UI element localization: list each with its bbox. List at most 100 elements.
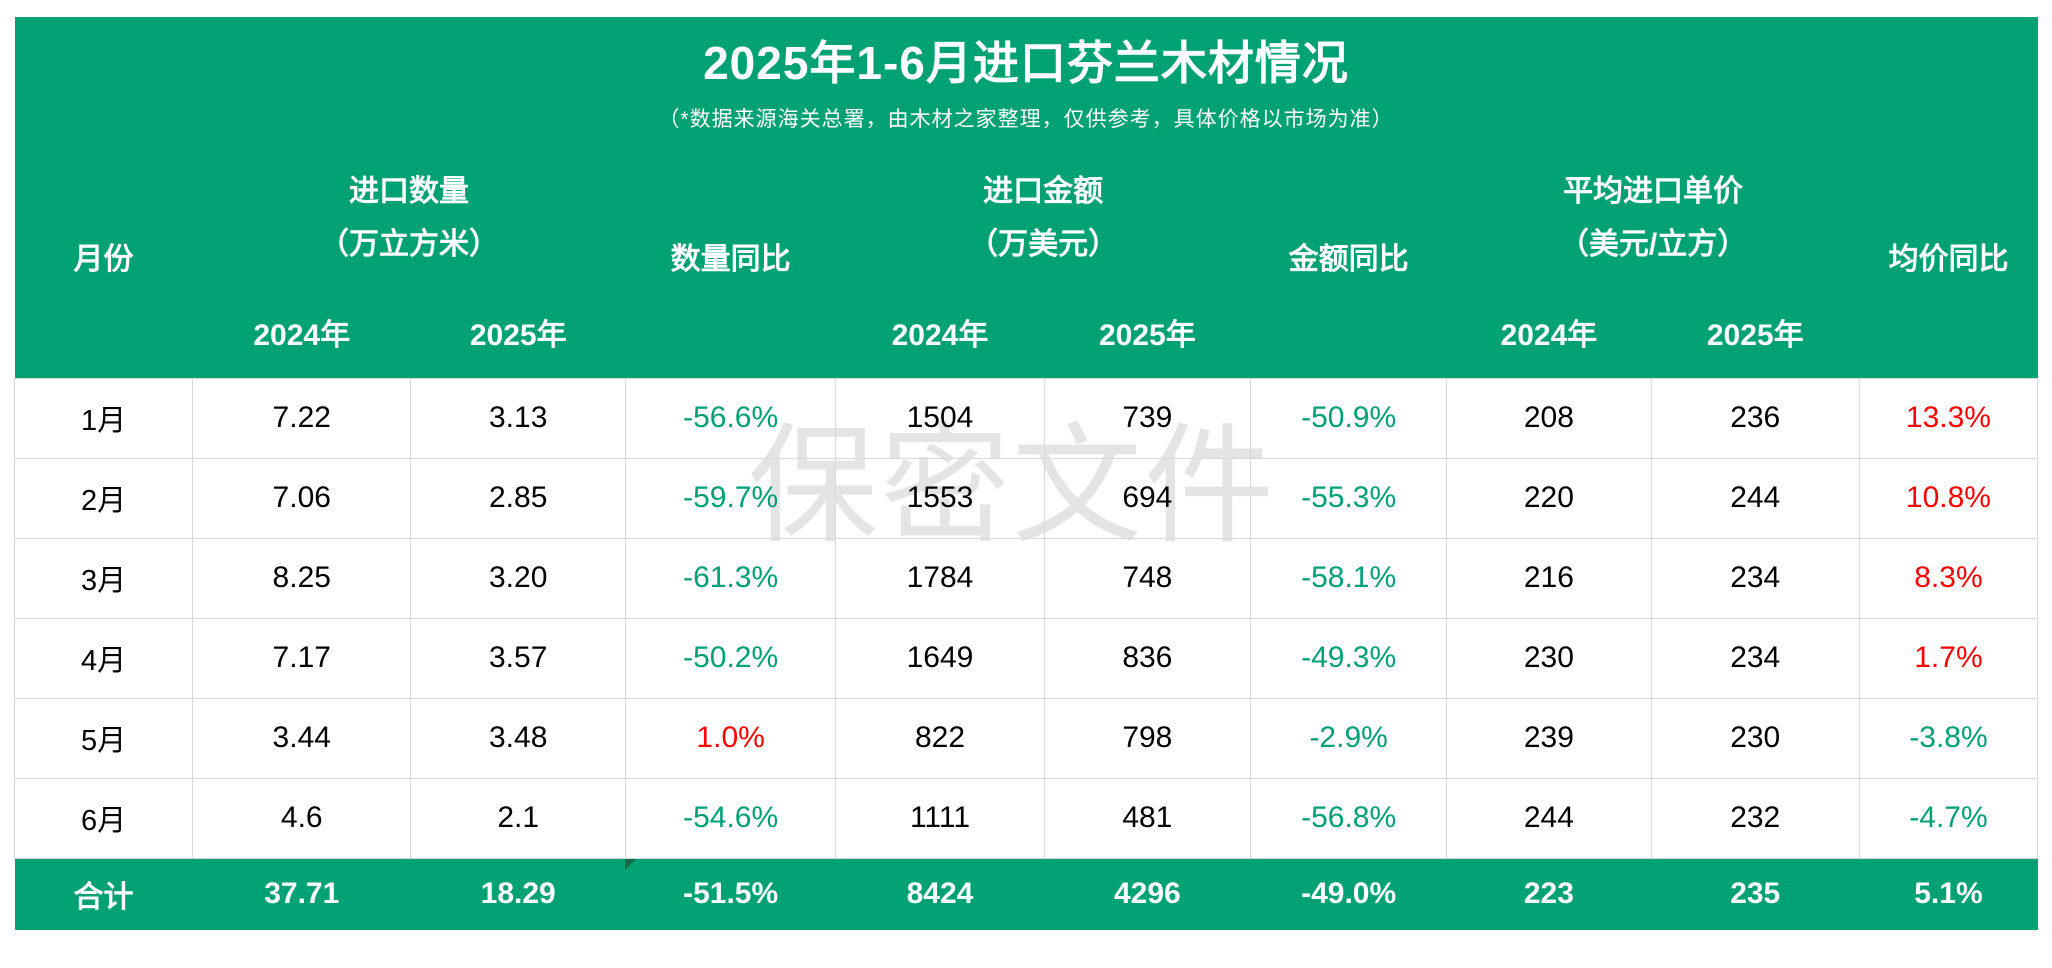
column-header-quantity-yoy: 数量同比	[625, 135, 836, 378]
column-group-average-unit-price: 平均进口单价 （美元/立方）	[1446, 135, 1860, 300]
cell-value: 3.20	[410, 537, 626, 619]
cell-value: 7.06	[192, 457, 412, 539]
cell-value: -56.6%	[624, 377, 837, 459]
cell-value: -4.7%	[1858, 777, 2039, 859]
group-label: 平均进口单价	[1563, 174, 1744, 208]
total-cell-value: 18.29	[410, 858, 626, 930]
cell-value: 481	[1043, 777, 1252, 859]
table-row: 3月 8.25 3.20 -61.3% 1784 748 -58.1% 216 234 8.3%	[13, 537, 2039, 619]
cell-value: -58.1%	[1250, 537, 1448, 619]
cell-value: 230	[1650, 697, 1860, 779]
cell-value: 1.7%	[1858, 617, 2039, 699]
cell-value: -59.7%	[624, 457, 837, 539]
cell-value: -49.3%	[1250, 617, 1448, 699]
table-row: 5月 3.44 3.48 1.0% 822 798 -2.9% 239 230 -3.8%	[13, 697, 2039, 779]
cell-value: 836	[1043, 617, 1252, 699]
column-header-amt-2024: 2024年	[835, 300, 1045, 378]
cell-month: 3月	[13, 537, 194, 619]
cell-value: -55.3%	[1250, 457, 1448, 539]
group-label: 进口金额	[983, 174, 1104, 208]
cell-value: 3.13	[410, 377, 626, 459]
total-cell-value: -49.0%	[1250, 858, 1447, 930]
cell-month: 6月	[13, 777, 194, 859]
column-header-price-2025: 2025年	[1651, 300, 1860, 378]
total-cell-value: 5.1%	[1859, 858, 2038, 930]
cell-value: 1553	[835, 457, 1045, 539]
cell-value: -56.8%	[1250, 777, 1448, 859]
cell-value: -2.9%	[1250, 697, 1448, 779]
cell-value: 3.48	[410, 697, 626, 779]
total-cell-value: 37.71	[192, 858, 411, 930]
column-header-price-2024: 2024年	[1446, 300, 1652, 378]
total-cell-value: 223	[1446, 858, 1652, 930]
cell-value: -3.8%	[1858, 697, 2039, 779]
column-header-amt-2025: 2025年	[1044, 300, 1251, 378]
total-cell-value: 235	[1651, 858, 1860, 930]
page-subtitle: （*数据来源海关总署，由木材之家整理，仅供参考，具体价格以市场为准）	[658, 107, 1394, 131]
cell-value: 822	[835, 697, 1045, 779]
total-cell-value: 8424	[835, 858, 1045, 930]
cell-value: 1111	[835, 777, 1045, 859]
cell-value: 2.1	[410, 777, 626, 859]
total-label: 合计	[14, 858, 193, 930]
total-cell-value: -51.5%	[625, 858, 836, 930]
column-header-avgprice-yoy: 均价同比	[1859, 135, 2038, 378]
cell-value: 10.8%	[1858, 457, 2039, 539]
cell-value: 694	[1043, 457, 1252, 539]
table-row: 1月 7.22 3.13 -56.6% 1504 739 -50.9% 208 236 13.3%	[13, 377, 2039, 459]
cell-month: 4月	[13, 617, 194, 699]
cell-value: 208	[1446, 377, 1652, 459]
cell-value: -50.9%	[1250, 377, 1448, 459]
cell-value: 7.22	[192, 377, 412, 459]
cell-value: -61.3%	[624, 537, 837, 619]
cell-value: 1504	[835, 377, 1045, 459]
group-unit: （美元/立方）	[1558, 227, 1748, 261]
column-group-import-amount: 进口金额 （万美元）	[835, 135, 1251, 300]
group-unit: （万美元）	[968, 227, 1119, 261]
table-title-block: 2025年1-6月进口芬兰木材情况 （*数据来源海关总署，由木材之家整理，仅供参…	[14, 17, 2038, 135]
cell-value: 8.3%	[1858, 537, 2039, 619]
import-data-table: 2025年1-6月进口芬兰木材情况 （*数据来源海关总署，由木材之家整理，仅供参…	[13, 17, 2039, 930]
table-row: 4月 7.17 3.57 -50.2% 1649 836 -49.3% 230 234 1.7%	[13, 617, 2039, 699]
table-row: 2月 7.06 2.85 -59.7% 1553 694 -55.3% 220 244 10.8%	[13, 457, 2039, 539]
group-unit: （万立方米）	[318, 227, 499, 261]
cell-value: 13.3%	[1858, 377, 2039, 459]
total-cell-value: 4296	[1044, 858, 1251, 930]
page-title: 2025年1-6月进口芬兰木材情况	[703, 37, 1349, 89]
cell-value: 4.6	[192, 777, 412, 859]
cell-value: 244	[1446, 777, 1652, 859]
cell-value: 748	[1043, 537, 1252, 619]
cell-value: -50.2%	[624, 617, 837, 699]
cell-value: -54.6%	[624, 777, 837, 859]
cell-value: 230	[1446, 617, 1652, 699]
column-header-qty-2024: 2024年	[192, 300, 411, 378]
total-row: 合计 37.71 18.29 -51.5% 8424 4296 -49.0% 223 235 5.…	[14, 858, 2038, 930]
cell-value: 236	[1650, 377, 1860, 459]
cell-value: 3.57	[410, 617, 626, 699]
cell-value: 8.25	[192, 537, 412, 619]
cell-value: 798	[1043, 697, 1252, 779]
cell-value: 1.0%	[624, 697, 837, 779]
cell-value: 216	[1446, 537, 1652, 619]
cell-value: 244	[1650, 457, 1860, 539]
table-row: 6月 4.6 2.1 -54.6% 1111 481 -56.8% 244 232 -4.7%	[13, 777, 2039, 859]
cell-value: 1649	[835, 617, 1045, 699]
error-indicator-triangle	[625, 858, 637, 870]
cell-month: 1月	[13, 377, 194, 459]
cell-value: 1784	[835, 537, 1045, 619]
cell-value: 239	[1446, 697, 1652, 779]
column-header-amount-yoy: 金额同比	[1250, 135, 1447, 378]
cell-value: 234	[1650, 537, 1860, 619]
cell-value: 3.44	[192, 697, 412, 779]
cell-month: 5月	[13, 697, 194, 779]
cell-value: 7.17	[192, 617, 412, 699]
group-label: 进口数量	[348, 174, 469, 208]
cell-value: 232	[1650, 777, 1860, 859]
column-group-import-quantity: 进口数量 （万立方米）	[192, 135, 626, 300]
cell-value: 220	[1446, 457, 1652, 539]
cell-value: 234	[1650, 617, 1860, 699]
cell-value: 2.85	[410, 457, 626, 539]
column-header-month: 月份	[14, 135, 193, 378]
column-header-qty-2025: 2025年	[410, 300, 626, 378]
